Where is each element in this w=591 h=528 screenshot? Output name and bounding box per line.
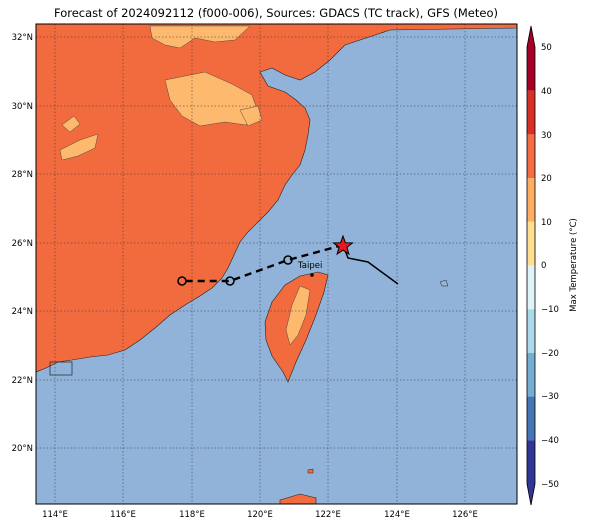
colorbar-label: Max Temperature (°C) <box>569 218 579 312</box>
colorbar-band <box>527 440 535 484</box>
cb-tick-40: 40 <box>541 87 552 97</box>
southern-island <box>279 493 317 504</box>
svg-text:126°E: 126°E <box>452 510 478 520</box>
svg-text:118°E: 118°E <box>179 510 205 520</box>
colorbar-band <box>527 265 535 310</box>
cb-tick-50: 50 <box>541 43 552 53</box>
taipei-marker <box>310 273 314 277</box>
svg-text:124°E: 124°E <box>384 510 410 520</box>
latitude-labels: 32°N 30°N 28°N 26°N 24°N 22°N 20°N <box>12 33 33 454</box>
colorbar-band <box>527 309 535 353</box>
svg-text:28°N: 28°N <box>12 170 33 180</box>
forecast-position-2 <box>225 276 235 286</box>
colorbar-band <box>527 134 535 179</box>
colorbar-band <box>527 178 535 222</box>
cb-tick-minus50: −50 <box>541 480 559 490</box>
cb-tick-minus30: −30 <box>541 392 559 402</box>
cb-tick-0: 0 <box>541 261 546 271</box>
colorbar-bottom-extend <box>527 484 535 505</box>
map-title: Forecast of 2024092112 (f000-006), Sourc… <box>54 6 498 20</box>
cb-tick-minus40: −40 <box>541 436 559 446</box>
svg-text:32°N: 32°N <box>12 33 33 43</box>
cb-tick-10: 10 <box>541 218 552 228</box>
hong-kong-box <box>49 361 73 376</box>
warm-patch-north <box>149 25 251 49</box>
small-islet-1 <box>307 468 314 474</box>
cb-tick-minus10: −10 <box>541 305 559 315</box>
map-frame <box>35 23 518 505</box>
svg-text:24°N: 24°N <box>12 307 33 317</box>
forecast-position-1 <box>283 255 293 265</box>
svg-text:120°E: 120°E <box>247 510 273 520</box>
forecast-track <box>182 243 344 283</box>
small-islet-2 <box>439 279 449 287</box>
colorbar-band <box>527 47 535 91</box>
cb-tick-20: 20 <box>541 174 552 184</box>
taipei-label: Taipei <box>297 261 322 271</box>
gridlines <box>36 24 517 504</box>
colorbar-band <box>527 90 535 135</box>
cb-tick-minus20: −20 <box>541 349 559 359</box>
colorbar-top-extend <box>527 26 535 47</box>
mainland-landmass <box>36 24 517 373</box>
warm-patch-west <box>59 133 99 161</box>
longitude-labels: 114°E 116°E 118°E 120°E 122°E 124°E 126°… <box>42 510 478 520</box>
svg-text:22°N: 22°N <box>12 376 33 386</box>
colorbar: 50 40 30 20 10 0 −10 −20 −30 −40 −50 Max… <box>526 25 579 506</box>
colorbar-band <box>527 221 535 266</box>
warm-patch-center <box>164 71 259 127</box>
svg-text:116°E: 116°E <box>110 510 136 520</box>
taiwan-warm-patch <box>285 285 311 346</box>
cb-tick-30: 30 <box>541 131 552 141</box>
current-position-star <box>332 234 354 256</box>
svg-text:114°E: 114°E <box>42 510 68 520</box>
colorbar-band <box>527 396 535 441</box>
warm-patch-small <box>61 115 81 133</box>
svg-text:122°E: 122°E <box>315 510 341 520</box>
warm-patch-east <box>239 105 263 127</box>
map-area[interactable]: Taipei <box>36 24 517 504</box>
svg-text:26°N: 26°N <box>12 239 33 249</box>
colorbar-band <box>527 352 535 397</box>
forecast-position-3 <box>177 276 187 286</box>
svg-text:20°N: 20°N <box>12 444 33 454</box>
svg-text:30°N: 30°N <box>12 102 33 112</box>
